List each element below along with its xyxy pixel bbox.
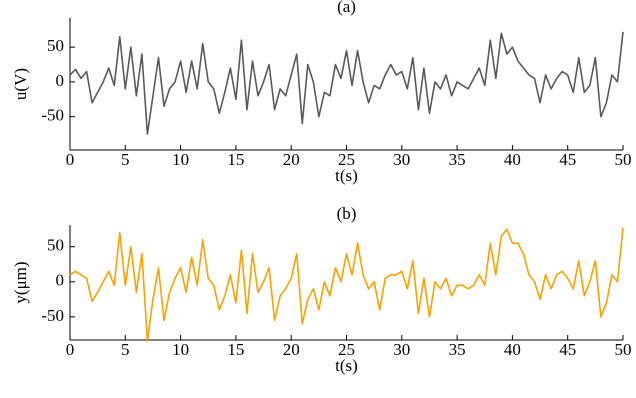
x-tick-label: 15 <box>227 340 244 359</box>
x-tick-label: 50 <box>615 150 632 169</box>
x-tick-label: 50 <box>615 340 632 359</box>
x-tick-label: 15 <box>227 150 244 169</box>
x-tick-label: 35 <box>449 340 466 359</box>
x-tick-label: 45 <box>559 150 576 169</box>
x-tick-label: 5 <box>121 150 130 169</box>
y-tick-label: 0 <box>56 71 65 90</box>
x-tick-label: 35 <box>449 150 466 169</box>
y-axis-label: u(V) <box>11 68 30 100</box>
x-tick-label: 0 <box>66 150 75 169</box>
x-tick-label: 20 <box>283 340 300 359</box>
y-axis-label: y(μm) <box>11 261 30 303</box>
data-line <box>69 31 624 135</box>
x-tick-label: 45 <box>559 340 576 359</box>
x-tick-label: 40 <box>504 150 521 169</box>
y-tick-label: -50 <box>41 306 64 325</box>
x-tick-label: 40 <box>504 340 521 359</box>
x-tick-label: 0 <box>66 340 75 359</box>
x-tick-label: 10 <box>172 150 189 169</box>
x-tick-label: 5 <box>121 340 130 359</box>
x-axis-label: t(s) <box>335 166 358 185</box>
y-tick-label: 50 <box>47 236 64 255</box>
chart-title: (b) <box>337 204 357 223</box>
y-tick-label: -50 <box>41 106 64 125</box>
y-tick-label: 0 <box>56 271 65 290</box>
chart-title: (a) <box>337 0 356 16</box>
x-axis-label: t(s) <box>335 356 358 375</box>
x-tick-label: 20 <box>283 150 300 169</box>
x-tick-label: 25 <box>338 340 355 359</box>
data-line <box>69 227 624 343</box>
x-tick-label: 30 <box>393 150 410 169</box>
y-tick-label: 50 <box>47 36 64 55</box>
x-tick-label: 25 <box>338 150 355 169</box>
x-tick-label: 30 <box>393 340 410 359</box>
x-tick-label: 10 <box>172 340 189 359</box>
